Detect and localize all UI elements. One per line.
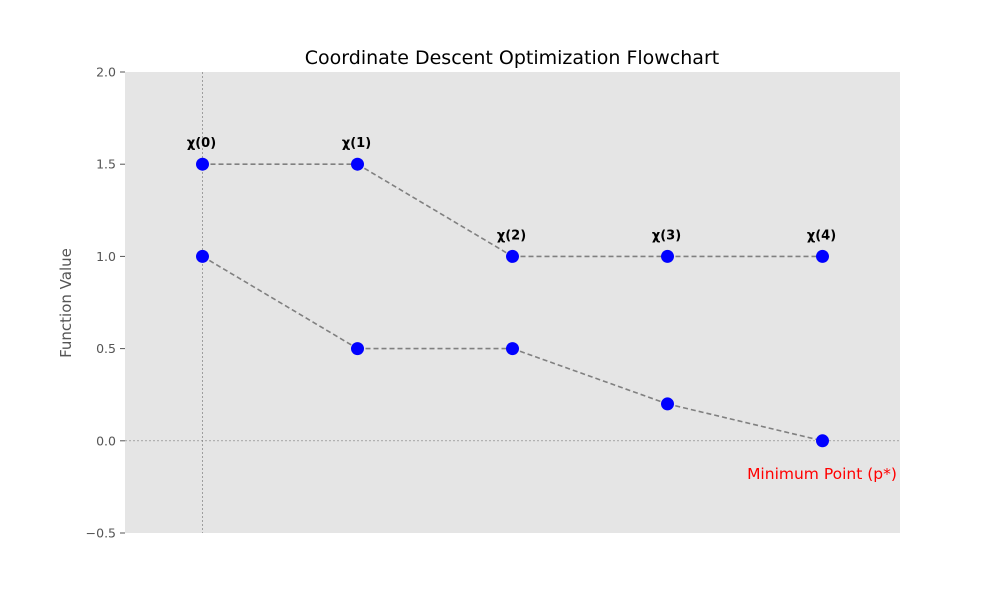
- y-tick-label: 0.5: [96, 341, 116, 356]
- data-point: [816, 249, 829, 263]
- data-point: [196, 157, 209, 171]
- data-point: [661, 397, 674, 411]
- y-tick-label: −0.5: [86, 526, 116, 541]
- data-point: [506, 249, 519, 263]
- data-point: [351, 342, 364, 356]
- y-tick-label: 1.0: [96, 249, 116, 264]
- data-point: [196, 249, 209, 263]
- y-tick-label: 2.0: [96, 65, 116, 80]
- data-point: [661, 249, 674, 263]
- data-point: [506, 342, 519, 356]
- connector-lines: [202, 163, 823, 442]
- connector-line: [512, 347, 668, 405]
- y-tick-label: 1.5: [96, 157, 116, 172]
- point-label: χ(3): [652, 228, 681, 243]
- data-point: [816, 434, 829, 448]
- point-label: χ(4): [807, 228, 836, 243]
- plot-area: [125, 72, 900, 533]
- reference-lines: [125, 72, 900, 533]
- connector-line: [667, 403, 823, 442]
- connector-line: [357, 163, 513, 258]
- point-label: χ(2): [497, 228, 526, 243]
- data-point: [351, 157, 364, 171]
- point-labels: χ(0) χ(1) χ(2) χ(3) χ(4): [187, 136, 836, 243]
- y-axis: −0.5 0.0 0.5 1.0 1.5 2.0: [86, 65, 125, 541]
- markers: [196, 157, 829, 448]
- point-label: χ(1): [342, 136, 371, 151]
- point-label: χ(0): [187, 136, 216, 151]
- connector-line: [202, 255, 358, 350]
- y-tick-label: 0.0: [96, 433, 116, 448]
- y-axis-label: Function Value: [57, 248, 75, 358]
- chart-title: Coordinate Descent Optimization Flowchar…: [305, 47, 719, 69]
- minimum-point-annotation: Minimum Point (p*): [747, 465, 897, 483]
